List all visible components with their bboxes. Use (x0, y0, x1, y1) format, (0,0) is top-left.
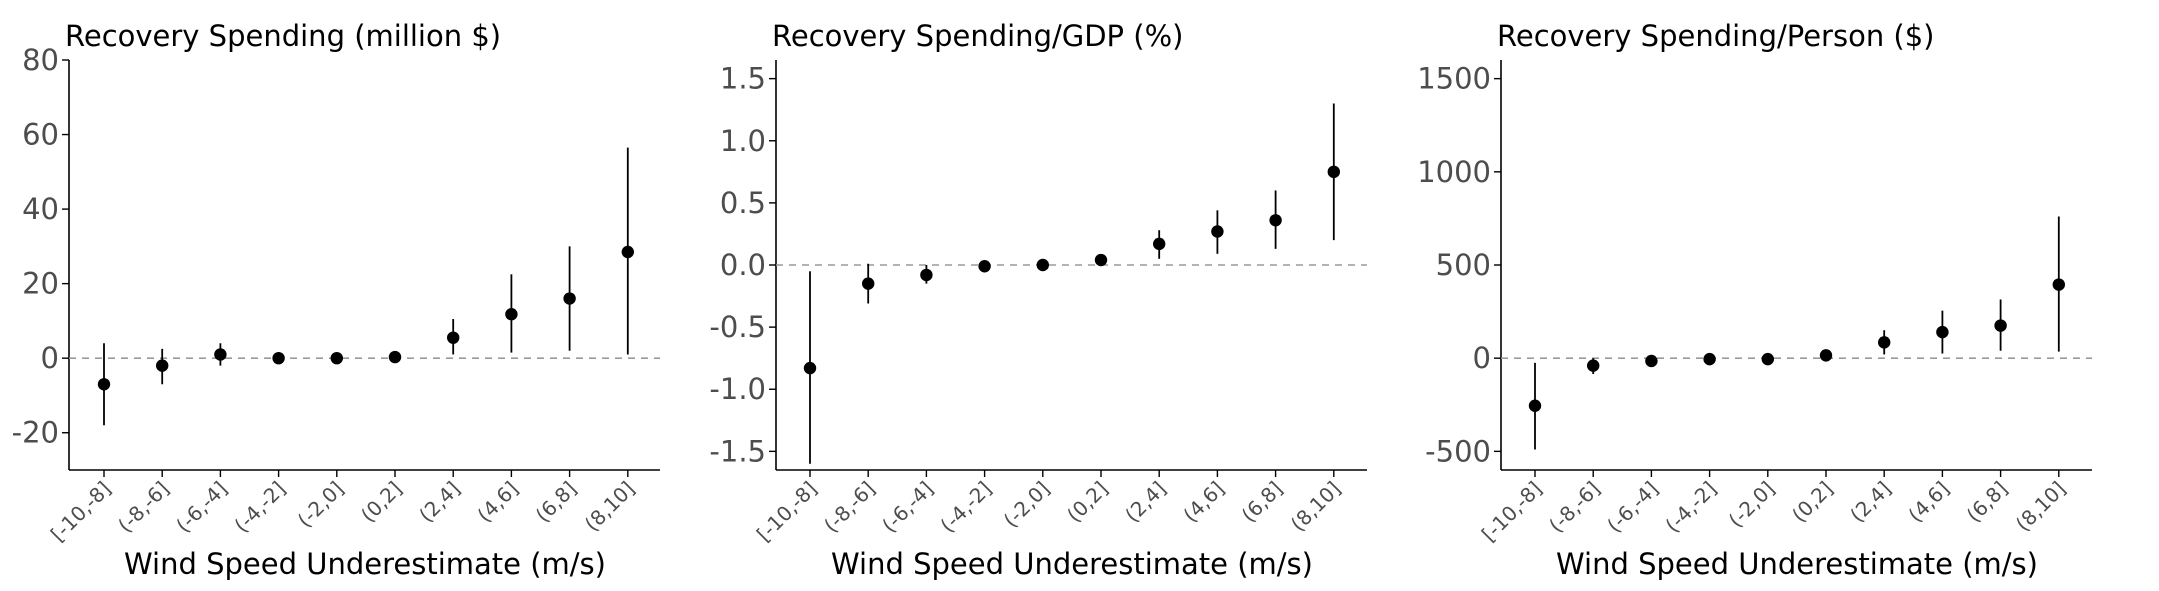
data-point (862, 277, 875, 290)
data-point (978, 260, 991, 273)
data-point (621, 245, 634, 259)
y-tick-label: 0.0 (720, 248, 766, 282)
x-tick-label: (-2,0] (999, 477, 1055, 533)
data-point (1528, 399, 1542, 412)
y-tick-label: 1500 (1417, 62, 1491, 96)
data-point (447, 331, 460, 344)
data-point (1761, 352, 1775, 366)
y-tick-label: 500 (1436, 248, 1491, 282)
y-tick-label: -1.5 (709, 434, 766, 468)
x-tick-label: (0,2] (1787, 477, 1838, 528)
x-tick-label: (-6,-4] (1602, 477, 1663, 538)
y-tick-label: -500 (1425, 434, 1491, 468)
data-point (1936, 325, 1949, 339)
x-axis-label: Wind Speed Underestimate (m/s) (1556, 547, 2038, 581)
x-tick-label: (6,8] (1962, 477, 2013, 528)
data-point (1269, 214, 1282, 227)
x-axis-label: Wind Speed Underestimate (m/s) (124, 547, 606, 581)
y-tick-label: 40 (22, 192, 59, 226)
data-point (563, 292, 576, 305)
data-point (1819, 349, 1833, 362)
y-tick-label: 0.5 (720, 186, 766, 220)
y-tick-label: 20 (22, 267, 59, 301)
x-tick-label: (-6,-4] (171, 477, 232, 538)
x-tick-label: (-8,-6] (1544, 477, 1605, 538)
data-point (1036, 258, 1050, 272)
y-tick-label: 60 (22, 118, 59, 152)
x-tick-label: (-6,-4] (877, 477, 938, 538)
x-tick-label: (0,2] (356, 477, 407, 528)
x-tick-label: (-2,0] (1724, 477, 1780, 533)
x-tick-label: [-10,-8] (46, 477, 116, 547)
data-point (505, 308, 518, 321)
x-tick-label: (8,10] (2011, 477, 2070, 536)
panel-recovery-spending: Recovery Spending (million $) Wind Speed… (12, 19, 660, 581)
y-tick-label: 80 (22, 43, 59, 77)
data-point (1587, 359, 1600, 372)
data-point (156, 359, 169, 372)
y-tick-label: -1.0 (709, 372, 766, 406)
x-tick-label: (-4,-2] (935, 477, 996, 538)
x-tick-label: (6,8] (1237, 477, 1288, 528)
x-tick-label: (6,8] (531, 477, 582, 528)
x-tick-label: (-4,-2] (229, 477, 290, 538)
data-point (1327, 165, 1341, 179)
data-point (1994, 319, 2007, 332)
x-tick-label: (-8,-6] (113, 477, 174, 538)
x-tick-label: [-10,-8] (752, 477, 822, 547)
data-point (1703, 352, 1716, 366)
data-point (214, 348, 227, 361)
x-tick-label: (2,4] (1120, 477, 1171, 528)
x-tick-label: (8,10] (580, 477, 639, 536)
x-tick-label: (4,6] (1178, 477, 1229, 528)
data-point (803, 361, 817, 375)
panel-recovery-spending-person: Recovery Spending/Person ($) Wind Speed … (1417, 19, 2092, 581)
x-tick-label: (4,6] (1903, 477, 1954, 528)
y-tick-label: 0 (41, 341, 59, 375)
y-tick-label: 0 (1473, 341, 1491, 375)
x-tick-label: (0,2] (1062, 477, 1113, 528)
x-tick-label: (8,10] (1286, 477, 1345, 536)
x-tick-label: (4,6] (472, 477, 523, 528)
panel-recovery-spending-gdp: Recovery Spending/GDP (%) Wind Speed Und… (709, 19, 1367, 581)
x-tick-label: (-2,0] (293, 477, 349, 533)
data-point (1645, 354, 1658, 368)
y-tick-label: -0.5 (709, 310, 766, 344)
chart-title: Recovery Spending/GDP (%) (772, 19, 1183, 53)
y-tick-label: 1.0 (720, 124, 766, 158)
x-axis-label: Wind Speed Underestimate (m/s) (831, 547, 1313, 581)
data-point (330, 351, 343, 365)
data-point (97, 378, 111, 391)
x-tick-label: (-4,-2] (1660, 477, 1721, 538)
x-tick-label: (2,4] (414, 477, 465, 528)
x-tick-label: (2,4] (1845, 477, 1896, 528)
data-point (1211, 225, 1224, 238)
data-point (920, 268, 933, 282)
data-point (1094, 253, 1108, 267)
data-point (388, 350, 402, 364)
data-point (272, 351, 285, 365)
y-tick-label: -20 (12, 416, 59, 450)
y-tick-label: 1000 (1417, 155, 1491, 189)
data-point (1878, 336, 1891, 349)
x-tick-label: [-10,-8] (1477, 477, 1547, 547)
y-tick-label: 1.5 (720, 62, 766, 96)
x-tick-label: (-8,-6] (819, 477, 880, 538)
data-point (2052, 278, 2065, 291)
data-point (1153, 237, 1166, 251)
chart-title: Recovery Spending (million $) (65, 19, 501, 53)
chart-title: Recovery Spending/Person ($) (1497, 19, 1935, 53)
